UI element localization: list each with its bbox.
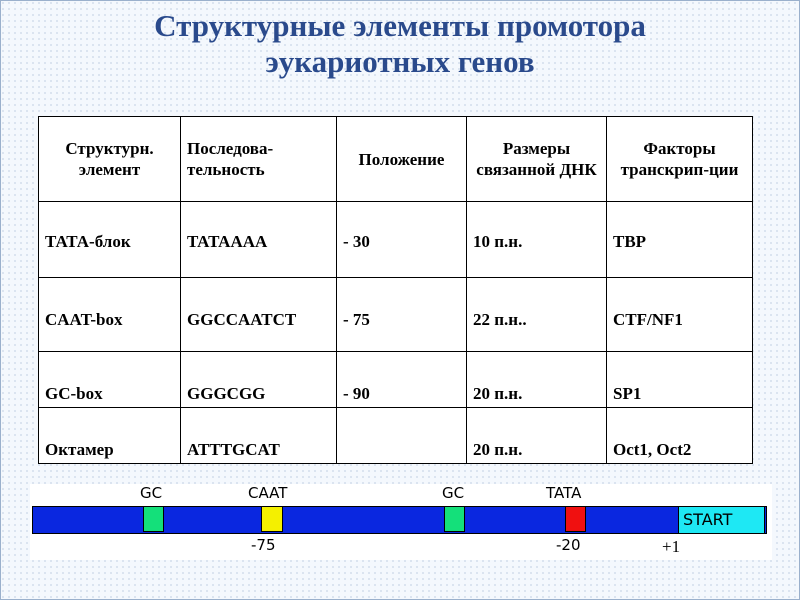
cell-sequence: GGGCGG: [180, 351, 337, 408]
cell-dna-size: 10 п.н.: [466, 201, 607, 278]
cell-factors: CTF/NF1: [606, 277, 753, 352]
cell-factors: SP1: [606, 351, 753, 408]
header-element: Структурн. элемент: [38, 116, 181, 202]
table-row: GC-box GGGCGG - 90 20 п.н. SP1: [38, 351, 753, 408]
cell-position: - 90: [336, 351, 467, 408]
label-plus-1: +1: [662, 537, 681, 556]
cell-factors: TBP: [606, 201, 753, 278]
cell-factors: Oct1, Oct2: [606, 407, 753, 464]
start-box: START: [678, 506, 765, 534]
cell-element: ТАТА-блок: [38, 201, 181, 278]
gc-box-2: [444, 506, 465, 532]
cell-position: [336, 407, 467, 464]
cell-sequence: GGCCAATCT: [180, 277, 337, 352]
cell-dna-size: 22 п.н..: [466, 277, 607, 352]
cell-position: - 30: [336, 201, 467, 278]
label-minus-75: -75: [251, 536, 276, 554]
cell-element: GC-box: [38, 351, 181, 408]
table-header-row: Структурн. элемент Последова-тельность П…: [38, 116, 753, 202]
slide-title: Структурные элементы промотора эукариотн…: [0, 8, 800, 80]
cell-sequence: TATAAAA: [180, 201, 337, 278]
header-sequence: Последова-тельность: [180, 116, 337, 202]
cell-dna-size: 20 п.н.: [466, 407, 607, 464]
label-tata: TATA: [546, 484, 582, 502]
table-row: Октамер ATTTGCAT 20 п.н. Oct1, Oct2: [38, 407, 753, 464]
promoter-elements-table: Структурн. элемент Последова-тельность П…: [38, 116, 753, 464]
table-row: ТАТА-блок TATAAAA - 30 10 п.н. TBP: [38, 201, 753, 278]
tata-box: [565, 506, 586, 532]
table-row: CAAT-box GGCCAATCT - 75 22 п.н.. CTF/NF1: [38, 277, 753, 352]
label-caat: CAAT: [248, 484, 288, 502]
label-gc-2: GC: [442, 484, 465, 502]
cell-dna-size: 20 п.н.: [466, 351, 607, 408]
caat-box: [261, 506, 283, 532]
header-dna-size: Размеры связанной ДНК: [466, 116, 607, 202]
title-text: Структурные элементы промотора эукариотн…: [154, 8, 646, 79]
cell-sequence: ATTTGCAT: [180, 407, 337, 464]
label-gc-1: GC: [140, 484, 163, 502]
promoter-table: Структурн. элемент Последова-тельность П…: [38, 116, 753, 464]
cell-position: - 75: [336, 277, 467, 352]
promoter-diagram: GC CAAT GC TATA START -75 -20 +1: [30, 484, 772, 560]
label-minus-20: -20: [556, 536, 581, 554]
header-position: Положение: [336, 116, 467, 202]
cell-element: CAAT-box: [38, 277, 181, 352]
header-factors: Факторы транскрип-ции: [606, 116, 753, 202]
cell-element: Октамер: [38, 407, 181, 464]
gc-box-1: [143, 506, 164, 532]
